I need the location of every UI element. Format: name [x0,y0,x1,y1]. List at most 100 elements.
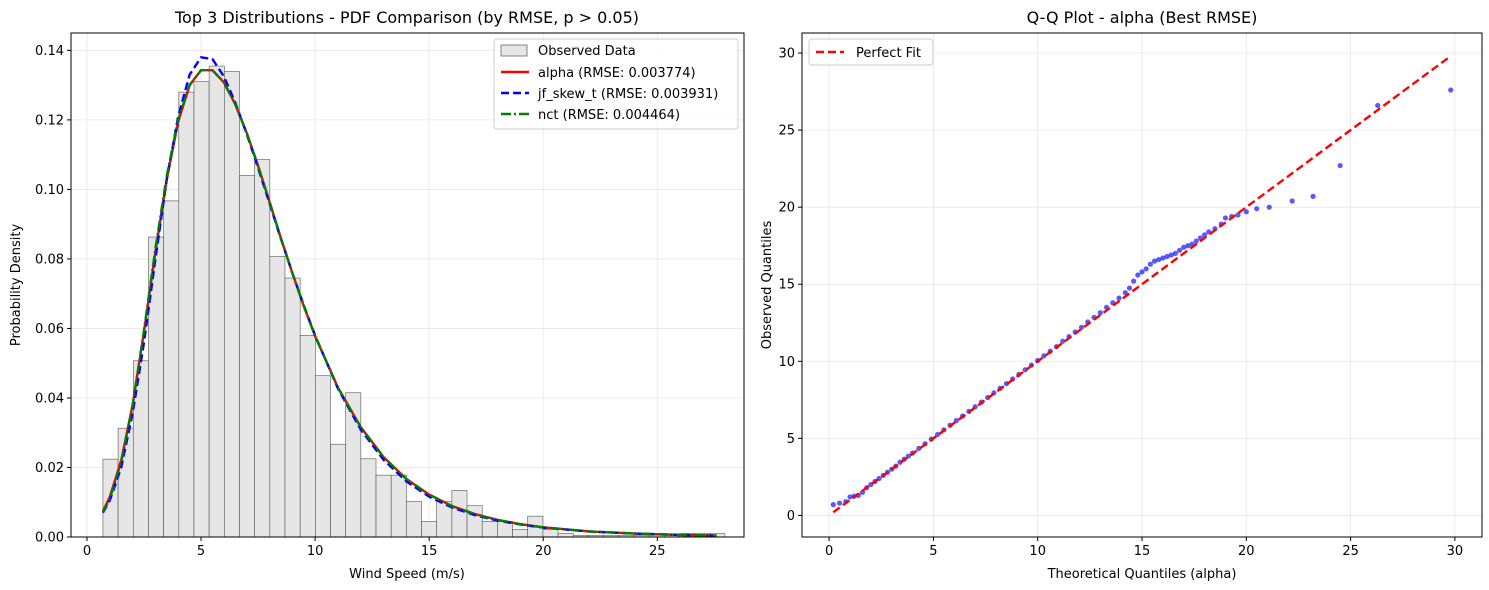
qq-point [1266,204,1272,210]
qq-point [1139,269,1145,275]
qq-point [1135,272,1141,278]
qq-point [905,453,911,459]
qq-x-tick-label: 20 [1238,544,1255,559]
histogram-bar [315,375,331,538]
pdf-x-ticks: 0 5 10 15 20 25 [83,537,666,559]
qq-x-tick-label: 30 [1447,544,1464,559]
qq-point [1116,295,1122,301]
qq-point [1168,252,1174,258]
pdf-comparison-panel: Top 3 Distributions - PDF Comparison (by… [9,8,745,582]
qq-point [1310,193,1316,199]
pdf-x-tick-label: 20 [535,544,552,559]
qq-point [1337,162,1343,169]
legend-label-jf-skew-t: jf_skew_t (RMSE: 0.003931) [537,87,718,102]
qq-x-axis-label: Theoretical Quantiles (alpha) [1047,567,1237,582]
pdf-y-tick-label: 0.10 [35,183,64,198]
qq-y-ticks: 0 5 10 15 20 25 30 [778,47,802,524]
qq-plot-panel: Q-Q Plot - alpha (Best RMSE) 0 5 10 15 20 25 3… [760,8,1483,582]
histogram-bar [406,501,422,538]
pdf-y-tick-label: 0.12 [35,113,64,128]
histogram-bar [239,175,255,538]
qq-x-tick-label: 15 [1134,544,1151,559]
legend-label-nct: nct (RMSE: 0.004464) [538,108,680,123]
pdf-x-tick-label: 15 [421,544,438,559]
pdf-plot-frame [70,32,745,538]
qq-y-tick-label: 0 [787,509,795,524]
qq-legend-box [808,38,934,66]
qq-y-tick-label: 15 [778,278,795,293]
legend-swatch-observed [500,44,528,57]
qq-x-tick-label: 5 [929,544,937,559]
perfect-fit-line-path [832,55,1452,514]
pdf-x-tick-label: 5 [197,544,205,559]
qq-point [1160,255,1166,261]
histogram-bar [269,256,286,538]
qq-x-tick-label: 10 [1029,544,1046,559]
pdf-chart-title: Top 3 Distributions - PDF Comparison (by… [174,8,639,27]
qq-point [1289,198,1295,204]
pdf-y-tick-label: 0.04 [35,391,64,406]
perfect-fit-line [832,55,1452,514]
histogram-bar [542,529,559,538]
qq-point [1131,278,1137,284]
qq-point [847,494,853,500]
qq-point [1147,261,1153,267]
pdf-legend: Observed Data alpha (RMSE: 0.003774) jf_… [493,38,739,130]
qq-point [1193,238,1199,244]
qq-y-tick-label: 10 [778,355,795,370]
pdf-x-axis-label: Wind Speed (m/s) [349,567,465,582]
pdf-y-tick-label: 0.02 [35,461,64,476]
qq-legend: Perfect Fit [808,38,934,66]
qq-chart-title: Q-Q Plot - alpha (Best RMSE) [1027,8,1258,27]
qq-point [1097,310,1103,316]
qq-point [1222,215,1229,221]
histogram-bar [224,71,240,538]
qq-point [934,431,941,438]
histogram-bar [254,159,271,538]
qq-y-tick-label: 30 [778,47,795,62]
legend-label-perfect-fit: Perfect Fit [856,46,921,61]
qq-point [1060,338,1066,344]
histogram-bars [102,65,726,538]
histogram-bar [451,490,468,538]
histogram-bar [299,335,316,538]
pdf-y-tick-label: 0.00 [35,531,64,546]
qq-point [1254,206,1260,212]
pdf-y-tick-label: 0.14 [35,44,64,59]
histogram-bar [330,443,346,538]
qq-point [836,500,843,506]
histogram-bar [421,521,438,538]
histogram-bar [375,474,392,538]
qq-point [1126,285,1133,291]
histogram-bar [481,521,498,538]
qq-point [1448,87,1454,93]
histogram-bar [466,505,483,538]
qq-point [1375,102,1381,109]
pdf-y-ticks: 0.00 0.02 0.04 0.06 0.08 0.10 0.12 0.14 [35,44,71,546]
histogram-bar [512,529,529,538]
histogram-bar [360,458,377,538]
pdf-y-tick-label: 0.08 [35,252,64,267]
legend-label-observed: Observed Data [538,44,636,59]
pdf-x-tick-label: 25 [649,544,666,559]
qq-point [1243,209,1249,215]
qq-y-tick-label: 25 [778,124,795,139]
pdf-curve-nct [101,68,717,537]
legend-label-alpha: alpha (RMSE: 0.003774) [538,66,696,81]
qq-y-tick-label: 20 [778,201,795,216]
pdf-x-tick-label: 10 [307,544,324,559]
pdf-x-tick-label: 0 [83,544,91,559]
histogram-bar [178,91,195,538]
qq-x-ticks: 0 5 10 15 20 25 30 [825,537,1463,559]
histogram-bar [193,81,210,538]
qq-y-axis-label: Observed Quantiles [760,221,775,350]
qq-x-tick-label: 0 [825,544,833,559]
qq-point [1164,253,1170,260]
histogram-bar [284,277,301,538]
qq-point [1185,243,1191,249]
qq-point [1181,244,1187,250]
qq-gridlines [802,33,1482,537]
qq-point [1151,258,1158,264]
qq-x-tick-label: 25 [1342,544,1359,559]
